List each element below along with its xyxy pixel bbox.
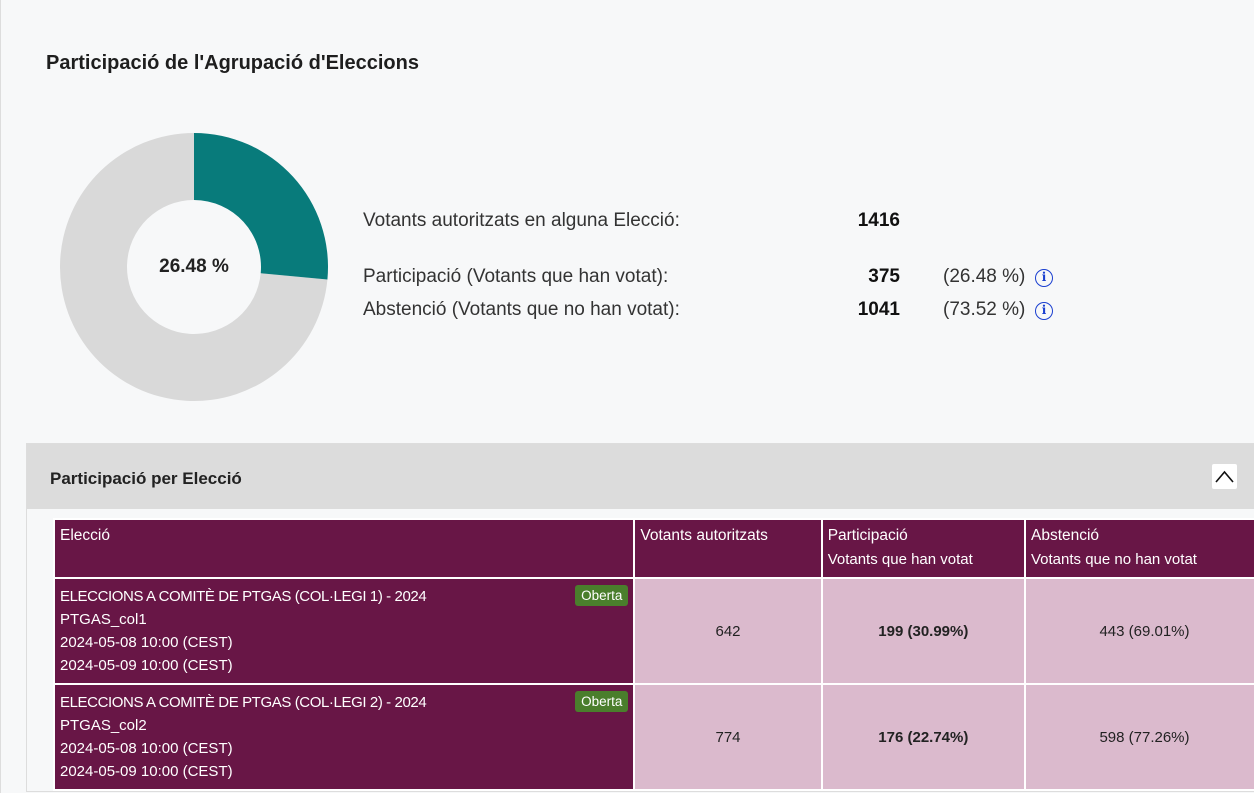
election-start: 2024-05-08 10:00 (CEST): [60, 634, 233, 651]
stat-label: Abstenció (Votants que no han votat):: [363, 299, 680, 320]
stat-abstention: Abstenció (Votants que no han votat): 10…: [363, 299, 1063, 325]
stat-label: Votants autoritzats en alguna Elecció:: [363, 210, 680, 231]
status-badge: Oberta: [575, 585, 629, 606]
col-abstention-sub: Votants que no han votat: [1030, 551, 1197, 568]
col-participation: Participació Votants que han votat: [820, 518, 1026, 579]
page-title: Participació de l'Agrupació d'Eleccions: [46, 52, 419, 74]
participation-per-election-panel: Participació per Elecció Elecció Votants…: [26, 443, 1254, 792]
stat-value: 375: [868, 266, 900, 287]
donut-slice-participation: [194, 133, 329, 280]
donut-center-label: 26.48 %: [159, 256, 229, 277]
info-icon[interactable]: i: [1035, 302, 1053, 320]
participation-donut-chart: [60, 133, 329, 401]
col-participation-label: Participació: [827, 527, 908, 544]
chevron-up-icon: [1215, 470, 1234, 483]
participation-cell: 199 (30.99%): [820, 577, 1026, 685]
election-cell: ELECCIONS A COMITÈ DE PTGAS (COL·LEGI 1)…: [52, 577, 636, 685]
election-end: 2024-05-09 10:00 (CEST): [60, 657, 233, 674]
collapse-button[interactable]: [1212, 464, 1237, 489]
col-abstention: Abstenció Votants que no han votat: [1023, 518, 1254, 579]
stat-value: 1416: [857, 210, 900, 231]
authorized-cell: 642: [633, 577, 823, 685]
col-authorized: Votants autoritzats: [633, 518, 823, 579]
stat-participation: Participació (Votants que han votat): 37…: [363, 266, 1063, 292]
participation-cell: 176 (22.74%): [820, 683, 1026, 791]
elections-table: Elecció Votants autoritzats Participació…: [52, 518, 1254, 791]
election-end: 2024-05-09 10:00 (CEST): [60, 763, 233, 780]
col-election: Elecció: [52, 518, 636, 579]
stat-value: 1041: [857, 299, 900, 320]
panel-title: Participació per Elecció: [50, 469, 242, 488]
status-badge: Oberta: [575, 691, 629, 712]
election-start: 2024-05-08 10:00 (CEST): [60, 740, 233, 757]
col-abstention-label: Abstenció: [1030, 527, 1100, 544]
stat-percent: (73.52 %): [943, 299, 1026, 320]
abstention-cell: 598 (77.26%): [1023, 683, 1254, 791]
election-code: PTGAS_col2: [60, 717, 147, 734]
table-header-row: Elecció Votants autoritzats Participació…: [52, 518, 1254, 579]
election-code: PTGAS_col1: [60, 611, 147, 628]
abstention-cell: 443 (69.01%): [1023, 577, 1254, 685]
info-icon[interactable]: i: [1035, 269, 1053, 287]
election-cell: ELECCIONS A COMITÈ DE PTGAS (COL·LEGI 2)…: [52, 683, 636, 791]
stat-percent: (26.48 %): [943, 266, 1026, 287]
stat-label: Participació (Votants que han votat):: [363, 266, 669, 287]
table-row: ELECCIONS A COMITÈ DE PTGAS (COL·LEGI 2)…: [52, 683, 1254, 791]
table-row: ELECCIONS A COMITÈ DE PTGAS (COL·LEGI 1)…: [52, 577, 1254, 685]
col-participation-sub: Votants que han votat: [827, 551, 973, 568]
stat-authorized: Votants autoritzats en alguna Elecció: 1…: [363, 210, 1063, 236]
panel-header[interactable]: Participació per Elecció: [27, 444, 1254, 509]
donut-slice-abstention: [60, 133, 328, 401]
authorized-cell: 774: [633, 683, 823, 791]
election-name: ELECCIONS A COMITÈ DE PTGAS (COL·LEGI 2)…: [60, 694, 427, 711]
election-name: ELECCIONS A COMITÈ DE PTGAS (COL·LEGI 1)…: [60, 588, 427, 605]
